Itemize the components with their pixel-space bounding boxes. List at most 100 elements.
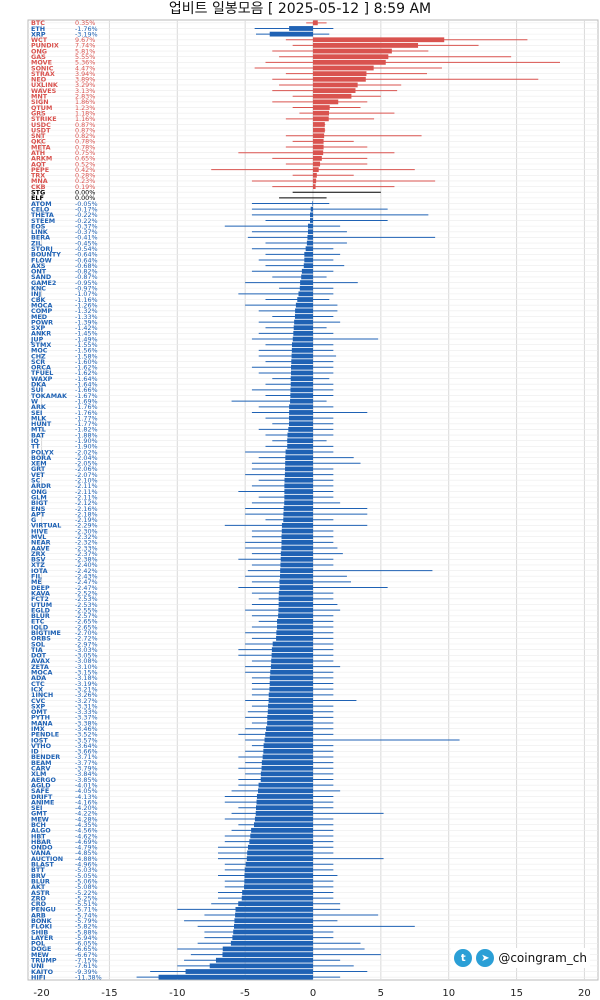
change-label: -2.55%: [75, 606, 98, 614]
change-label: -0.97%: [75, 285, 98, 293]
coin-label: AERGO: [31, 776, 56, 784]
x-tick-label: 0: [310, 988, 316, 999]
bar-theta: [310, 212, 313, 218]
change-label: -2.38%: [75, 556, 98, 564]
change-label: 0.75%: [75, 149, 95, 157]
bar-ong: [313, 48, 392, 54]
change-label: -1.76%: [75, 25, 98, 33]
watermark-handle: @coingram_ch: [498, 951, 587, 965]
coin-label: SEI: [31, 409, 42, 417]
coin-label: AQT: [31, 160, 46, 168]
change-label: -2.72%: [75, 635, 98, 643]
bar-deep: [279, 585, 313, 590]
change-label: -4.22%: [75, 810, 98, 818]
bar-sand: [301, 274, 313, 280]
change-label: -1.58%: [75, 352, 98, 360]
bar-mlk: [288, 415, 313, 421]
change-label: -2.02%: [75, 448, 98, 456]
coin-label: DOGE: [31, 945, 51, 953]
bar-mtl: [288, 427, 313, 432]
coin-label: SNT: [31, 132, 46, 140]
change-label: 7.74%: [75, 42, 95, 50]
coin-label: VET: [31, 471, 45, 479]
change-label: 2.83%: [75, 93, 95, 101]
change-label: -3.66%: [75, 748, 98, 756]
coin-label: DOT: [31, 652, 47, 660]
change-label: -1.07%: [75, 290, 98, 298]
coin-label: EGLD: [31, 606, 50, 614]
bar-bonk: [234, 918, 313, 924]
coin-label: TRX: [31, 172, 45, 180]
coin-label: IOTA: [31, 567, 48, 575]
coin-label: NEO: [31, 76, 47, 84]
coin-label: SUI: [31, 386, 43, 394]
change-label: -5.08%: [75, 883, 98, 891]
bar-sei: [256, 805, 313, 811]
bar-stmx: [291, 342, 313, 348]
bar-tia: [271, 647, 313, 653]
coin-label: BLUR: [31, 877, 50, 885]
bar-pol: [230, 940, 313, 946]
bar-pendle: [265, 731, 313, 737]
change-label: -0.64%: [75, 256, 98, 264]
change-label: -0.64%: [75, 251, 98, 259]
coin-label: ELF: [31, 194, 44, 202]
change-label: -4.88%: [75, 855, 98, 863]
coin-label: CHZ: [31, 352, 46, 360]
change-label: -1.39%: [75, 318, 98, 326]
bar-qtum: [313, 105, 330, 110]
change-label: 3.89%: [75, 76, 95, 84]
bar-link: [307, 229, 313, 235]
change-label: 1.18%: [75, 109, 95, 117]
bar-sui: [290, 387, 313, 393]
change-label: -3.27%: [75, 697, 98, 705]
bar-ckb: [313, 184, 316, 189]
change-label: -2.70%: [75, 629, 98, 637]
bar-cro: [238, 901, 313, 907]
change-label: -3.18%: [75, 674, 98, 682]
bar-trx: [313, 172, 317, 178]
labels-layer: BTC 0.35% ETH -1.76% XRP -3.19% WCT 9.67% PUNDIX…: [30, 19, 102, 981]
bar-hive: [281, 528, 313, 534]
bar-strax: [313, 71, 367, 77]
change-label: -1.32%: [75, 307, 98, 315]
bar-bat: [287, 432, 313, 438]
change-label: -2.97%: [75, 640, 98, 648]
bar-kaito: [185, 969, 313, 974]
change-label: -3.19%: [75, 680, 98, 688]
change-label: 0.87%: [75, 121, 95, 129]
coin-label: ENS: [31, 505, 46, 513]
change-label: 0.35%: [75, 19, 95, 27]
bar-carv: [261, 765, 313, 771]
coin-label: STMX: [31, 341, 51, 349]
change-label: -1.76%: [75, 403, 98, 411]
coin-label: BSV: [31, 556, 45, 564]
bar-zeta: [270, 664, 313, 669]
bar-cvc: [268, 698, 313, 703]
bar-bender: [262, 754, 313, 760]
bar-mna: [313, 178, 317, 184]
coin-label: TIA: [31, 646, 43, 654]
coin-label: LAYER: [31, 934, 53, 942]
bar-uxlink: [313, 82, 358, 88]
change-label: -5.88%: [75, 928, 98, 936]
change-label: -3.52%: [75, 731, 98, 739]
coin-label: BRV: [31, 872, 46, 880]
coin-label: IQ: [31, 437, 39, 445]
bar-orbs: [276, 635, 313, 641]
change-label: -7.15%: [75, 957, 98, 965]
bar-game2: [300, 280, 313, 285]
bar-ankr: [293, 331, 313, 336]
coin-label: ALGO: [31, 827, 51, 835]
bar-icx: [269, 686, 313, 692]
coin-label: UTUM: [31, 601, 52, 609]
bar-atom: [312, 201, 313, 206]
change-label: 0.87%: [75, 126, 95, 134]
change-label: -0.22%: [75, 217, 98, 225]
bar-usdt: [313, 127, 325, 133]
coin-label: ZETA: [31, 663, 49, 671]
coin-label: MOVE: [31, 59, 52, 67]
coin-label: SEI: [31, 804, 42, 812]
bar-sonic: [313, 65, 374, 71]
change-label: -1.45%: [75, 330, 98, 338]
